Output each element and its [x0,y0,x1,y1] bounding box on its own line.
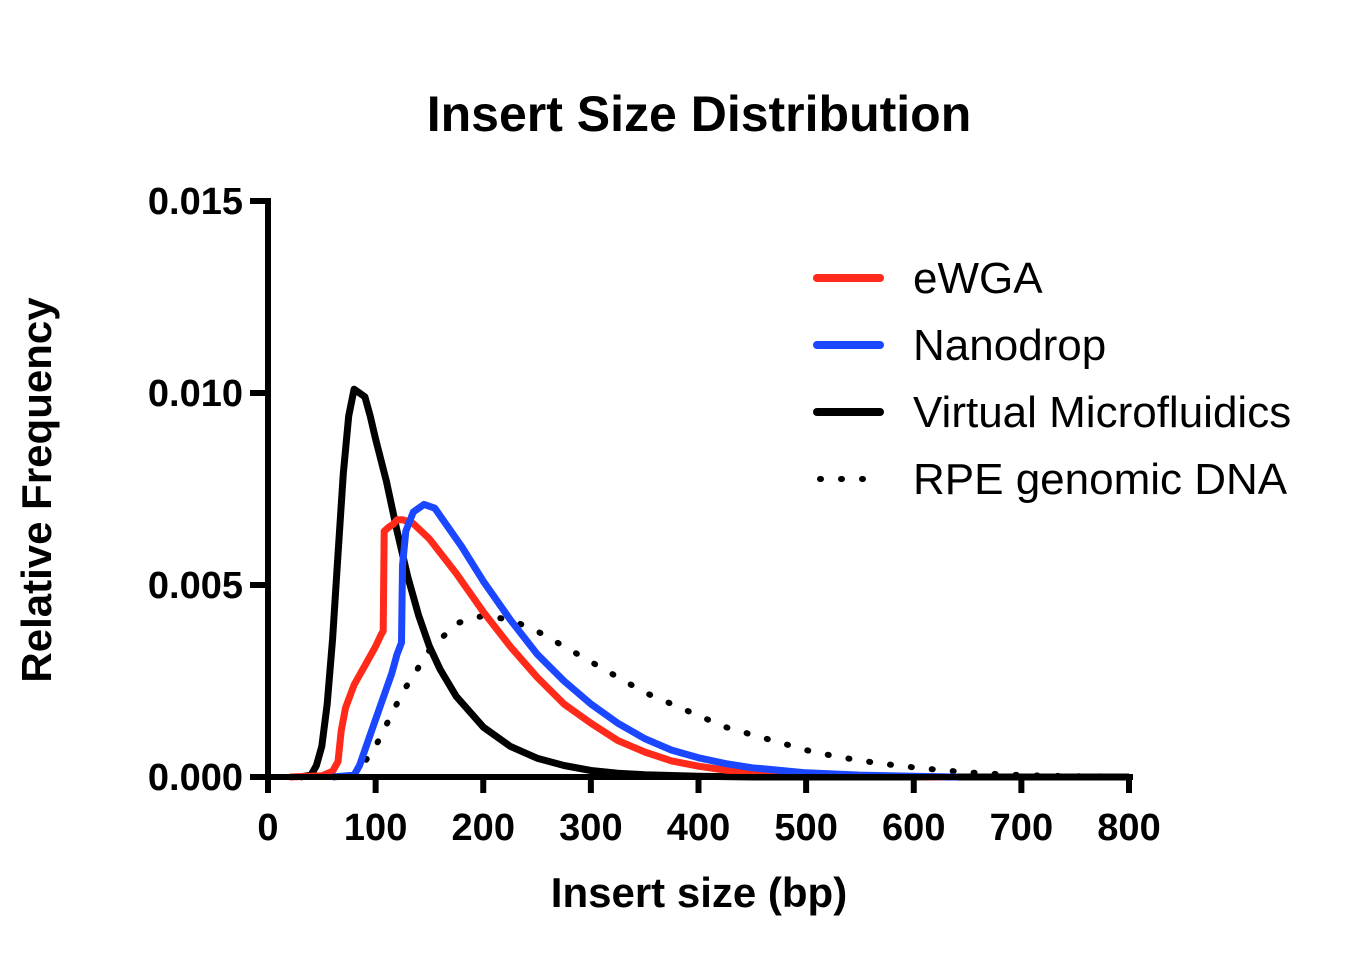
legend-label: Nanodrop [913,321,1106,370]
y-tick-label: 0.000 [148,757,243,799]
plot-lines [289,385,1132,781]
x-tick-label: 0 [257,807,278,849]
y-tick-label: 0.015 [148,181,243,223]
y-ticks: 0.000 0.005 0.010 0.015 [148,181,268,799]
x-tick-label: 700 [990,807,1053,849]
y-axis-label: Relative Frequency [13,297,60,683]
legend: eWGA Nanodrop Virtual Microfluidics RPE gen… [813,254,1291,504]
series-line-0 [289,516,947,781]
legend-label: eWGA [913,254,1043,303]
series-line-1 [332,500,957,781]
x-axis-label: Insert size (bp) [551,869,847,916]
y-tick-label: 0.005 [148,565,243,607]
x-tick-label: 100 [344,807,407,849]
chart-title: Insert Size Distribution [427,86,972,142]
x-tick-label: 800 [1097,807,1160,849]
x-tick-label: 600 [882,807,945,849]
x-ticks: 0 100 200 300 400 500 600 700 800 [257,777,1161,849]
x-tick-label: 300 [559,807,622,849]
x-tick-label: 200 [452,807,515,849]
x-tick-label: 400 [667,807,730,849]
legend-label: Virtual Microfluidics [913,388,1291,437]
legend-label: RPE genomic DNA [913,455,1288,504]
series-line-3 [351,612,1132,780]
series-line-2 [299,385,1129,781]
y-tick-label: 0.010 [148,373,243,415]
x-tick-label: 500 [774,807,837,849]
